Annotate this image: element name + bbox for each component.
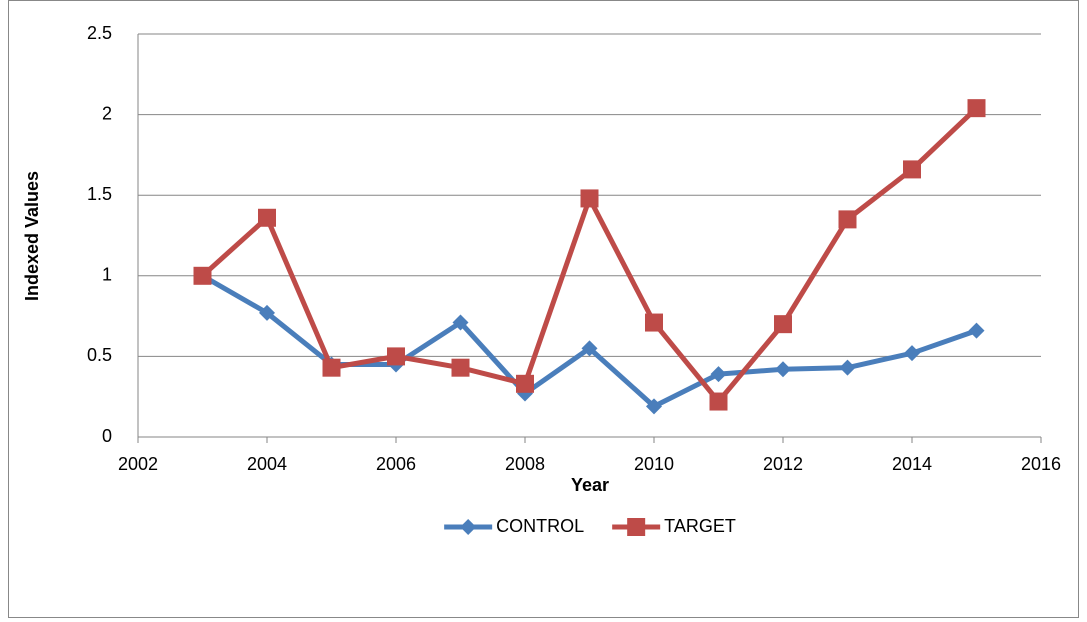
- marker: [193, 266, 212, 285]
- marker: [452, 314, 469, 331]
- y-tick-label: 2: [102, 103, 112, 123]
- marker: [903, 160, 921, 179]
- y-axis-title: Indexed Values: [22, 171, 42, 301]
- marker: [710, 366, 727, 383]
- y-tick-label: 0.5: [87, 345, 112, 365]
- marker: [646, 398, 662, 415]
- x-tick-label: 2014: [892, 454, 932, 474]
- legend-marker: [627, 518, 646, 536]
- x-tick-label: 2002: [118, 454, 158, 474]
- x-tick-label: 2006: [376, 454, 416, 474]
- marker: [259, 304, 275, 321]
- x-tick-label: 2012: [763, 454, 803, 474]
- marker: [322, 358, 341, 377]
- y-tick-label: 1.5: [87, 184, 112, 204]
- legend-label: CONTROL: [496, 516, 584, 536]
- marker: [839, 359, 856, 376]
- marker: [645, 313, 663, 332]
- marker: [774, 315, 792, 334]
- x-tick-label: 2004: [247, 454, 287, 474]
- marker: [904, 345, 920, 362]
- x-axis-title: Year: [571, 475, 609, 495]
- marker: [775, 361, 791, 378]
- y-tick-label: 2.5: [87, 23, 112, 43]
- marker: [516, 374, 534, 393]
- x-tick-label: 2016: [1021, 454, 1061, 474]
- legend-label: TARGET: [664, 516, 736, 536]
- marker: [580, 189, 599, 208]
- marker: [838, 210, 857, 229]
- marker: [968, 322, 985, 339]
- x-tick-label: 2010: [634, 454, 674, 474]
- marker: [709, 392, 728, 411]
- marker: [387, 347, 405, 366]
- marker: [581, 340, 598, 357]
- legend-marker: [460, 519, 477, 535]
- legend: CONTROL TARGET: [444, 516, 736, 536]
- x-tick-label: 2008: [505, 454, 545, 474]
- y-tick-label: 1: [102, 265, 112, 285]
- marker: [258, 208, 276, 227]
- marker: [451, 358, 470, 377]
- marker: [967, 99, 986, 118]
- chart-frame: [8, 0, 1079, 618]
- y-tick-label: 0: [102, 426, 112, 446]
